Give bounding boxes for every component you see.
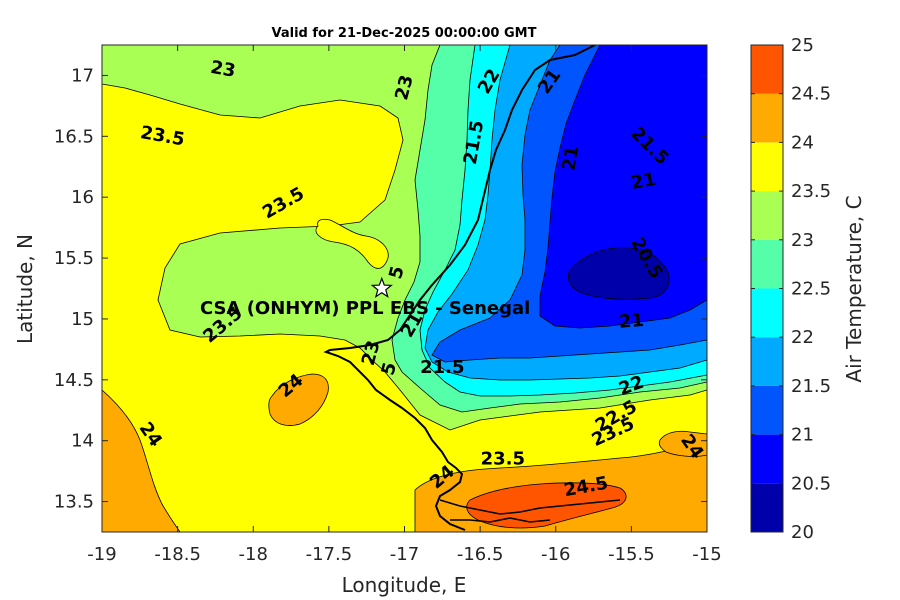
y-tick-label: 15.5 [54,248,94,269]
band-24-spot [268,373,329,426]
site-label: CSA (ONHYM) PPL EBS - Senegal [200,298,530,319]
band-23-5-bay [315,218,389,269]
colorbar-swatch [751,385,783,435]
colorbar-swatch [751,142,783,192]
gambia-river-south [450,517,551,523]
contour-label: 21.5 [420,357,464,378]
colorbar-tick-label: 23 [791,230,814,251]
x-tick-label: -17 [390,544,419,565]
colorbar-tick-label: 24.5 [791,84,831,105]
contour-label: 5 [385,264,409,282]
colorbar-tick-label: 25 [791,35,814,56]
x-tick-label: -16 [541,544,570,565]
star-marker [370,276,393,298]
x-tick-label: -18.5 [154,544,201,565]
colorbar-swatch [751,483,783,532]
band-24-east [658,430,707,457]
contour-label: 21 [558,144,583,172]
x-tick-label: -17.5 [306,544,353,565]
y-tick-label: 13.5 [54,492,94,513]
colorbar-swatch [751,45,783,94]
x-tick-label: -18 [239,544,268,565]
contour-label: 21 [629,169,657,194]
y-axis: 13.5 14 14.5 15 15.5 16 16.5 17 [54,65,707,513]
contour-label: 23.5 [481,448,525,469]
colorbar-tick-label: 21.5 [791,376,831,397]
contour-label: 5 [378,360,402,378]
band-20-5 [539,45,707,329]
y-axis-title: Latitude, N [13,234,37,344]
chart-title: Valid for 21-Dec-2025 00:00:00 GMT [272,26,537,41]
band-24-5 [466,482,627,529]
x-tick-label: -19 [87,544,116,565]
colorbar: 20 20.5 21 21.5 22 22.5 23 23.5 24 24.5 25 [750,35,831,543]
colorbar-swatch [751,191,783,240]
colorbar-tick-label: 20 [791,522,814,543]
y-tick-label: 14.5 [54,370,94,391]
band-24-west [102,389,181,532]
x-axis: -19 -18.5 -18 -17.5 -17 -16.5 -16 -15.5 -15 [87,45,722,565]
colorbar-swatch [751,288,783,338]
x-tick-label: -15.5 [608,544,655,565]
y-tick-label: 15 [71,309,94,330]
y-tick-label: 16.5 [54,126,94,147]
colorbar-swatch [751,434,783,484]
colorbar-swatch [751,239,783,289]
site-star-icon [370,276,393,298]
colorbar-tick-label: 22.5 [791,279,831,300]
contour-label: 23 [209,57,237,82]
contour-label: 21 [618,310,645,333]
y-tick-label: 16 [71,187,94,208]
colorbar-tick-label: 24 [791,132,814,153]
contour-field [102,45,707,532]
x-tick-label: -16.5 [457,544,504,565]
colorbar-tick-label: 21 [791,425,814,446]
colorbar-tick-label: 22 [791,327,814,348]
y-tick-label: 17 [71,65,94,86]
colorbar-tick-label: 20.5 [791,473,831,494]
y-tick-label: 14 [71,431,94,452]
colorbar-tick-label: 23.5 [791,181,831,202]
colorbar-title: Air Temperature, C [842,195,866,382]
coastline [323,45,596,531]
colorbar-swatch [751,337,783,386]
x-axis-title: Longitude, E [342,573,467,597]
band-20 [568,247,670,300]
x-tick-label: -15 [692,544,721,565]
gambia-river [439,499,621,515]
colorbar-swatch [751,93,783,143]
